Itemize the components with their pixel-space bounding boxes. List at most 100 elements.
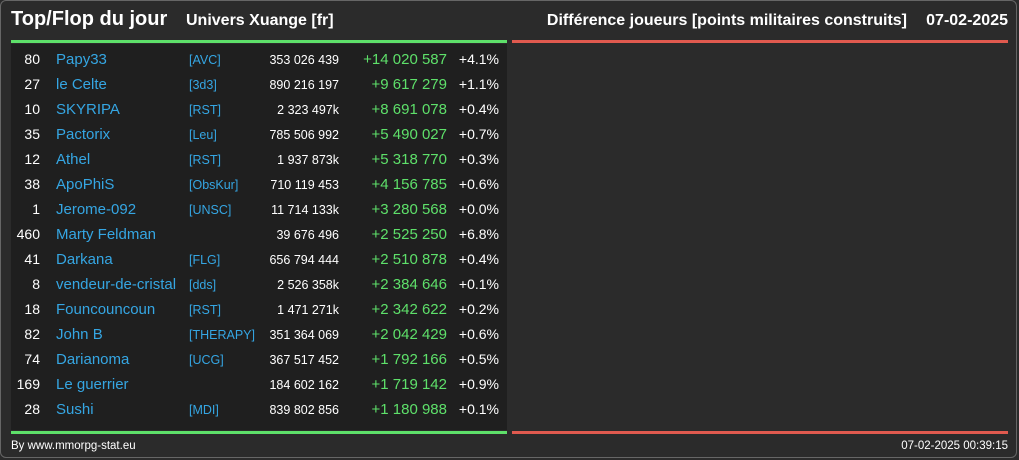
- player-points: 785 506 992: [269, 128, 339, 142]
- player-points: 367 517 452: [269, 353, 339, 367]
- points-difference: +14 020 587: [363, 51, 447, 68]
- player-points: 184 602 162: [269, 378, 339, 392]
- percent-change: +0.4%: [458, 101, 499, 117]
- alliance-tag-link[interactable]: [UCG]: [189, 353, 224, 367]
- points-difference: +2 384 646: [371, 276, 448, 293]
- points-difference: +4 156 785: [371, 176, 448, 193]
- player-rank: 38: [24, 176, 40, 192]
- percent-change: +4.1%: [458, 51, 499, 67]
- flop-list-bottom-divider: [512, 431, 1008, 434]
- player-rank: 460: [16, 226, 40, 242]
- generated-timestamp: 07-02-2025 00:39:15: [901, 440, 1008, 452]
- player-points: 39 676 496: [276, 228, 339, 242]
- player-name-link[interactable]: Pactorix: [56, 126, 111, 143]
- header-date: 07-02-2025: [926, 12, 1008, 29]
- player-rank: 18: [24, 301, 40, 317]
- player-name-link[interactable]: Founcouncoun: [56, 301, 156, 318]
- table-row: 10 SKYRIPA [RST] 2 323 497k +8 691 078 +0.4%: [11, 97, 507, 122]
- player-name-link[interactable]: Darianoma: [56, 351, 130, 368]
- alliance-tag-link[interactable]: [UNSC]: [189, 203, 232, 217]
- alliance-tag-link[interactable]: [dds]: [189, 278, 217, 292]
- player-name-link[interactable]: Jerome-092: [56, 201, 137, 218]
- player-name-link[interactable]: SKYRIPA: [56, 101, 120, 118]
- table-row: 27 le Celte [3d3] 890 216 197 +9 617 279 +1.1…: [11, 72, 507, 97]
- player-name-link[interactable]: Papy33: [56, 51, 107, 68]
- percent-change: +0.2%: [458, 301, 499, 317]
- percent-change: +0.6%: [458, 326, 499, 342]
- alliance-tag-link[interactable]: [ObsKur]: [189, 178, 239, 192]
- player-name-link[interactable]: Le guerrier: [56, 376, 129, 393]
- player-points: 710 119 453: [270, 178, 339, 192]
- player-name-link[interactable]: Marty Feldman: [56, 226, 157, 243]
- percent-change: +0.4%: [458, 251, 499, 267]
- player-points: 353 026 439: [269, 53, 339, 67]
- alliance-tag-link[interactable]: [MDI]: [189, 403, 219, 417]
- alliance-tag-link[interactable]: [THERAPY]: [189, 328, 255, 342]
- percent-change: +0.9%: [458, 376, 499, 392]
- table-row: 82 John B [THERAPY] 351 364 069 +2 042 429 +0…: [11, 322, 507, 347]
- table-row: 1 Jerome-092 [UNSC] 11 714 133k +3 280 568 +0…: [11, 197, 507, 222]
- player-points: 11 714 133k: [271, 203, 339, 217]
- table-row: 8 vendeur-de-cristal [dds] 2 526 358k +2 384…: [11, 272, 507, 297]
- player-name-link[interactable]: le Celte: [56, 76, 107, 93]
- player-points: 656 794 444: [269, 253, 339, 267]
- player-name-link[interactable]: Athel: [56, 151, 91, 168]
- player-name-link[interactable]: Sushi: [56, 401, 94, 418]
- percent-change: +0.1%: [458, 401, 499, 417]
- points-difference: +9 617 279: [371, 76, 448, 93]
- table-row: 38 ApoPhiS [ObsKur] 710 119 453 +4 156 785 +0…: [11, 172, 507, 197]
- percent-change: +0.6%: [458, 176, 499, 192]
- points-difference: +1 719 142: [371, 376, 448, 393]
- points-difference: +2 525 250: [371, 226, 448, 243]
- table-row: 74 Darianoma [UCG] 367 517 452 +1 792 166 +0.…: [11, 347, 507, 372]
- points-difference: +5 318 770: [371, 151, 448, 168]
- percent-change: +0.3%: [458, 151, 499, 167]
- top-list-bottom-divider: [11, 431, 507, 434]
- points-difference: +2 042 429: [371, 326, 448, 343]
- player-rank: 169: [16, 376, 40, 392]
- alliance-tag-link[interactable]: [RST]: [189, 103, 221, 117]
- points-difference: +2 510 878: [371, 251, 448, 268]
- player-rank: 74: [24, 351, 40, 367]
- player-points: 2 526 358k: [277, 278, 339, 292]
- universe-label: Univers Xuange [fr]: [186, 12, 334, 29]
- table-row: 460 Marty Feldman 39 676 496 +2 525 250 +6.8…: [11, 222, 507, 247]
- player-points: 2 323 497k: [277, 103, 339, 117]
- points-difference: +8 691 078: [371, 101, 448, 118]
- points-difference: +1 792 166: [371, 351, 448, 368]
- percent-change: +0.5%: [458, 351, 499, 367]
- player-name-link[interactable]: vendeur-de-cristal: [56, 276, 177, 293]
- player-points: 1 471 271k: [277, 303, 339, 317]
- percent-change: +1.1%: [458, 76, 499, 92]
- player-name-link[interactable]: Darkana: [56, 251, 113, 268]
- site-credit: By www.mmorpg-stat.eu: [11, 440, 136, 452]
- alliance-tag-link[interactable]: [RST]: [189, 303, 221, 317]
- player-rank: 8: [32, 276, 40, 292]
- points-difference: +5 490 027: [371, 126, 448, 143]
- alliance-tag-link[interactable]: [Leu]: [189, 128, 217, 142]
- flop-list-divider: [512, 40, 1008, 43]
- top-list-panel: [11, 44, 507, 430]
- metric-label: Différence joueurs [points militaires co…: [546, 12, 907, 29]
- page-title: Top/Flop du jour: [11, 8, 168, 30]
- player-rank: 35: [24, 126, 40, 142]
- player-points: 890 216 197: [269, 78, 339, 92]
- player-name-link[interactable]: John B: [56, 326, 103, 343]
- alliance-tag-link[interactable]: [RST]: [189, 153, 221, 167]
- player-rank: 27: [24, 76, 40, 92]
- top-list-divider: [11, 40, 507, 43]
- header: Top/Flop du jour Univers Xuange [fr] Dif…: [0, 0, 1019, 40]
- alliance-tag-link[interactable]: [3d3]: [189, 78, 217, 92]
- percent-change: +0.7%: [458, 126, 499, 142]
- percent-change: +6.8%: [458, 226, 499, 242]
- table-row: 41 Darkana [FLG] 656 794 444 +2 510 878 +0.4%: [11, 247, 507, 272]
- player-rank: 12: [24, 151, 40, 167]
- alliance-tag-link[interactable]: [FLG]: [189, 253, 221, 267]
- player-name-link[interactable]: ApoPhiS: [56, 176, 115, 193]
- table-row: 28 Sushi [MDI] 839 802 856 +1 180 988 +0.1%: [11, 397, 507, 422]
- player-points: 351 364 069: [269, 328, 339, 342]
- alliance-tag-link[interactable]: [AVC]: [189, 53, 221, 67]
- table-row: 35 Pactorix [Leu] 785 506 992 +5 490 027 +0.7…: [11, 122, 507, 147]
- points-difference: +1 180 988: [371, 401, 448, 418]
- table-row: 18 Founcouncoun [RST] 1 471 271k +2 342 622 +…: [11, 297, 507, 322]
